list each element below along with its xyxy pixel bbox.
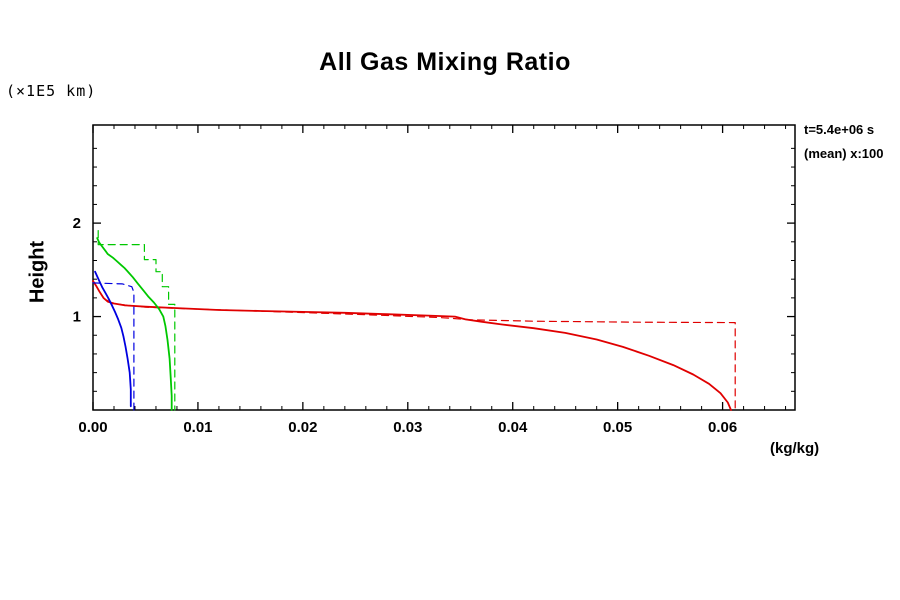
annotation-time: t=5.4e+06 s (804, 122, 875, 137)
x-tick-label: 0.01 (183, 419, 212, 436)
x-tick-label: 0.00 (78, 419, 107, 436)
x-tick-label: 0.03 (393, 419, 422, 436)
x-tick-label: 0.04 (498, 419, 528, 436)
y-tick-label: 1 (73, 309, 81, 326)
chart-title: All Gas Mixing Ratio (319, 48, 571, 76)
series-red-solid (92, 280, 732, 411)
series-blue-solid (94, 270, 132, 408)
series-blue-dashed (92, 282, 135, 411)
x-axis-unit-label: (kg/kg) (770, 440, 820, 457)
series-green-dashed (97, 230, 176, 411)
y-tick-label: 2 (73, 215, 81, 232)
plot-frame (92, 124, 796, 411)
x-tick-label: 0.02 (288, 419, 317, 436)
series-red-dashed (92, 280, 736, 411)
x-tick-label: 0.06 (708, 419, 737, 436)
series-green-solid (96, 237, 173, 411)
y-axis-unit-label: (×1E5 km) (6, 82, 97, 100)
x-tick-label: 0.05 (603, 419, 632, 436)
annotation-mean: (mean) x:100 (804, 146, 884, 161)
